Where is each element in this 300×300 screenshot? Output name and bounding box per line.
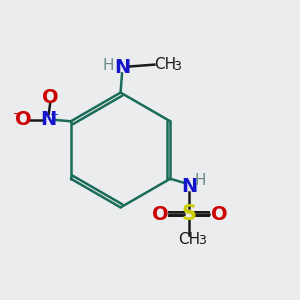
- Text: H: H: [102, 58, 114, 73]
- Text: CH: CH: [154, 57, 176, 72]
- Text: CH: CH: [178, 232, 200, 247]
- Text: −: −: [12, 108, 23, 121]
- Text: N: N: [40, 110, 57, 129]
- Text: S: S: [182, 204, 197, 224]
- Text: 3: 3: [173, 60, 181, 73]
- Text: 3: 3: [198, 234, 206, 247]
- Text: O: O: [14, 110, 31, 129]
- Text: +: +: [50, 110, 59, 119]
- Text: N: N: [181, 177, 197, 196]
- Text: O: O: [211, 205, 227, 224]
- Text: H: H: [195, 173, 206, 188]
- Text: O: O: [152, 205, 168, 224]
- Text: O: O: [42, 88, 58, 107]
- Text: N: N: [114, 58, 130, 77]
